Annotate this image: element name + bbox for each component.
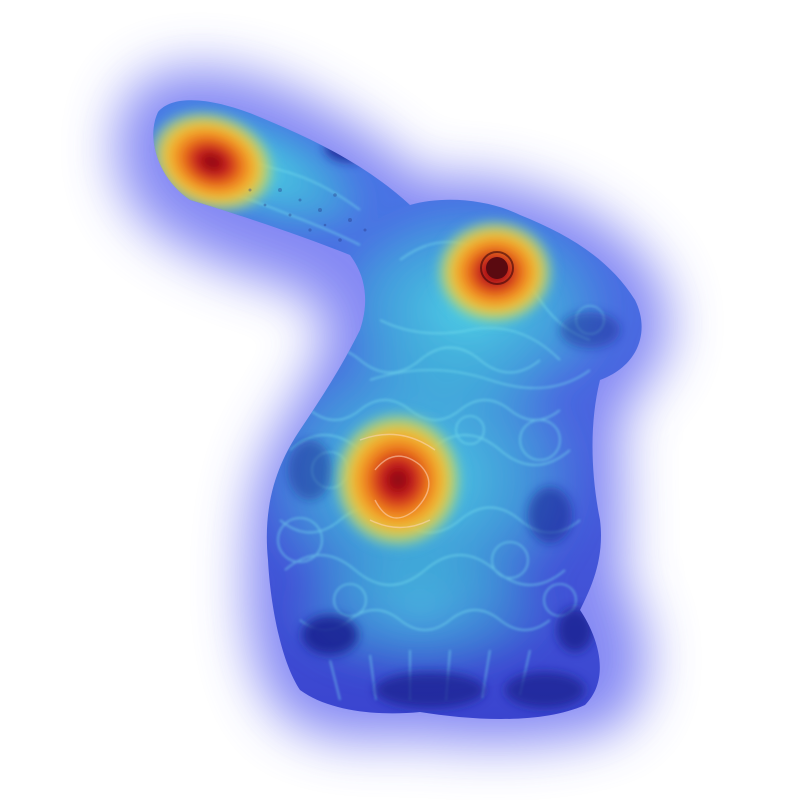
hotspot-chest [330,408,466,552]
hotspot-ear-tip [153,107,279,217]
bunny-eye [480,251,514,285]
chest-motif [359,433,436,529]
ear-texture [248,188,367,242]
